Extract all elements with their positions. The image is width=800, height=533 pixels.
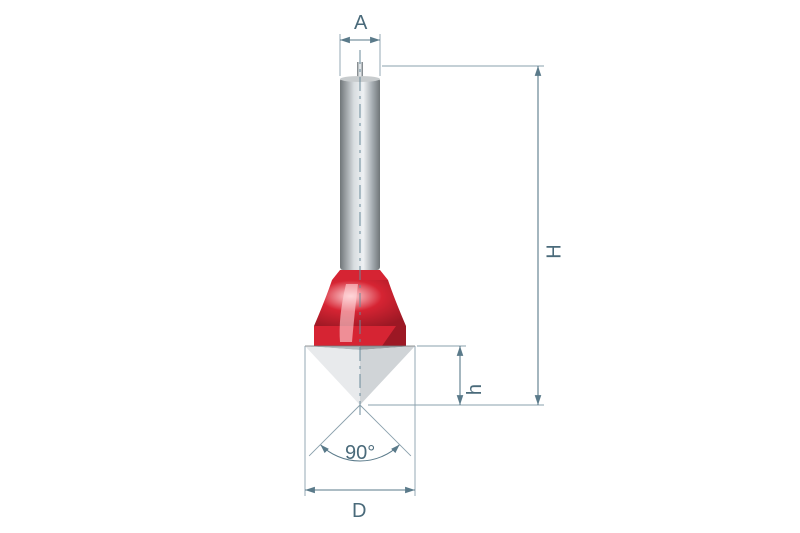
angle-label: 90° xyxy=(345,442,375,465)
dimension-lines xyxy=(305,40,538,490)
diagram-canvas xyxy=(0,0,800,533)
dim-label-h-cap: H xyxy=(544,244,567,258)
dim-label-a: A xyxy=(354,12,367,35)
cutter-body xyxy=(314,270,406,346)
dim-label-d: D xyxy=(352,500,366,523)
dim-label-h-small: h xyxy=(464,384,487,395)
